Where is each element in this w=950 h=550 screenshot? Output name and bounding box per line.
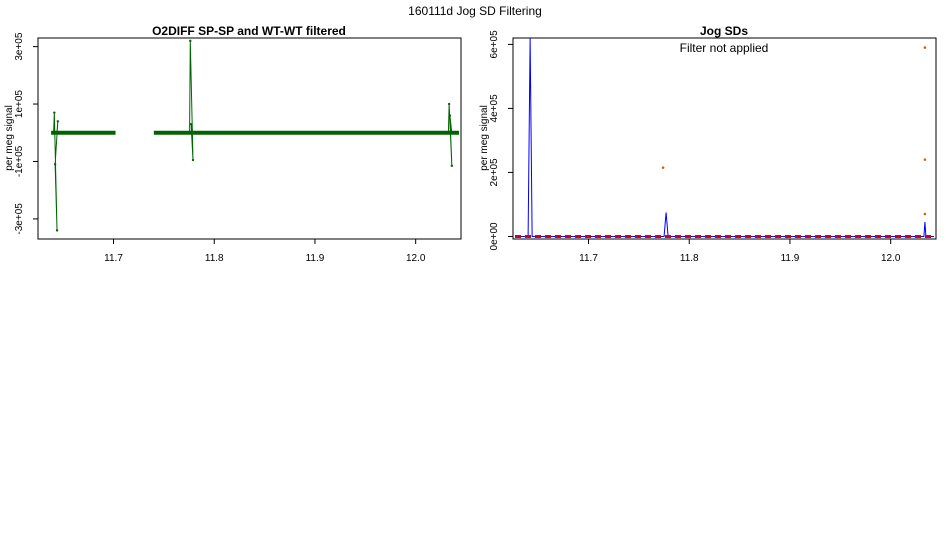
right-plot-area (515, 38, 934, 238)
right-series-0-line (515, 38, 934, 237)
right-x-tick-label: 11.7 (579, 253, 598, 264)
right-y-tick-label: 6e+05 (489, 30, 500, 59)
right-x-tick-label: 12.0 (881, 253, 901, 264)
right-y-axis-label: per meg signal (479, 105, 490, 171)
left-plot-frame (37, 37, 462, 240)
left-y-tick-label: -1e+05 (14, 145, 25, 177)
right-y-tick-label: 4e+05 (489, 94, 500, 123)
right-annotation: Filter not applied (680, 41, 769, 55)
right-series-3-point (661, 166, 665, 169)
right-series-3-point (923, 46, 927, 49)
right-series-3-point (923, 212, 927, 216)
left-plot-area (51, 39, 459, 232)
left-x-tick-label: 12.0 (406, 253, 426, 264)
left-y-tick-label: 3e+05 (14, 32, 25, 61)
left-series-0-point (191, 158, 195, 162)
left-series-0-point (189, 122, 193, 126)
right-x-tick-label: 11.8 (680, 253, 699, 264)
right-y-tick-label: 2e+05 (489, 158, 500, 187)
right-x-tick-label: 11.9 (781, 253, 800, 264)
right-chart-title: Jog SDs (700, 24, 748, 38)
chart-left: O2DIFF SP-SP and WT-WT filtered per meg … (4, 24, 462, 264)
left-series-0-point (53, 163, 57, 166)
page-title: 160111d Jog SD Filtering (408, 4, 542, 18)
chart-right: Jog SDs Filter not applied per meg signa… (479, 24, 937, 264)
left-x-tick-label: 11.7 (104, 253, 123, 264)
right-plot-frame (512, 37, 937, 240)
left-x-tick-label: 11.8 (205, 253, 224, 264)
left-series-0-spike (447, 104, 453, 166)
left-series-0-spike (53, 112, 59, 231)
left-series-0-point (55, 229, 59, 232)
left-series-0-point (450, 164, 454, 167)
right-y-tick-label: 0e+00 (489, 222, 500, 251)
left-series-0-point (53, 111, 56, 114)
left-series-0-spike (189, 40, 194, 161)
left-y-axis-label: per meg signal (4, 105, 15, 171)
left-series-0-point (448, 114, 452, 117)
left-y-tick-label: 1e+05 (14, 90, 25, 119)
left-series-0-point (447, 102, 451, 106)
left-series-0-point (189, 39, 192, 43)
left-y-tick-label: -3e+05 (14, 203, 25, 235)
right-series-3-point (923, 158, 927, 161)
left-chart-title: O2DIFF SP-SP and WT-WT filtered (152, 24, 346, 38)
left-series-0-point (56, 120, 60, 123)
left-x-tick-label: 11.9 (306, 253, 325, 264)
